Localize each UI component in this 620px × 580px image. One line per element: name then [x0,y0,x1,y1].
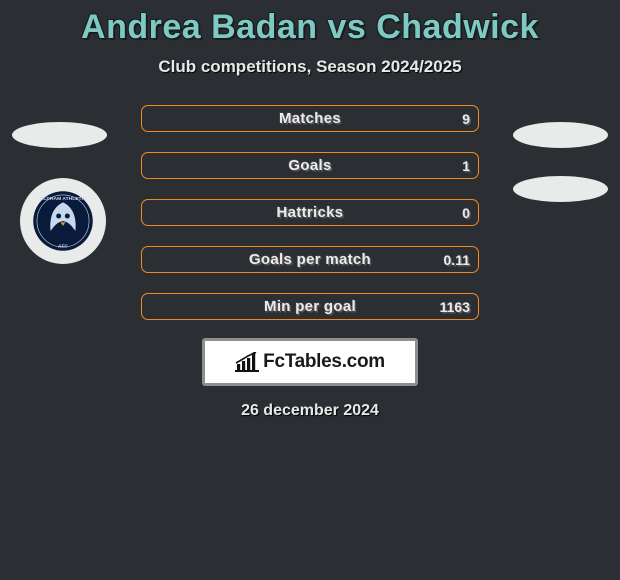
placeholder-ellipse-right-2 [513,176,608,202]
stat-value: 1 [462,158,470,174]
stat-label: Goals per match [249,251,371,268]
chart-icon [235,352,259,372]
team-badge: OLDHAM ATHLETIC AFC [20,178,106,264]
subtitle: Club competitions, Season 2024/2025 [0,57,620,77]
comparison-card: Andrea Badan vs Chadwick Club competitio… [0,0,620,420]
stat-label: Hattricks [277,204,344,221]
svg-text:AFC: AFC [58,244,69,250]
source-logo-box: FcTables.com [202,338,418,386]
stat-row: Goals per match 0.11 [141,246,479,273]
stat-value: 1163 [440,299,470,315]
stat-row: Min per goal 1163 [141,293,479,320]
stat-row: Hattricks 0 [141,199,479,226]
placeholder-ellipse-right-1 [513,122,608,148]
stat-label: Min per goal [264,298,356,315]
stat-row: Goals 1 [141,152,479,179]
crest-icon: OLDHAM ATHLETIC AFC [32,190,94,252]
stat-label: Matches [279,110,341,127]
stat-value: 0.11 [444,252,470,268]
svg-text:OLDHAM ATHLETIC: OLDHAM ATHLETIC [39,196,86,202]
source-logo-text: FcTables.com [263,351,385,373]
stat-label: Goals [288,157,331,174]
placeholder-ellipse-left [12,122,107,148]
stat-value: 0 [462,205,470,221]
stat-value: 9 [462,111,470,127]
date-text: 26 december 2024 [0,402,620,420]
page-title: Andrea Badan vs Chadwick [0,8,620,47]
stat-row: Matches 9 [141,105,479,132]
